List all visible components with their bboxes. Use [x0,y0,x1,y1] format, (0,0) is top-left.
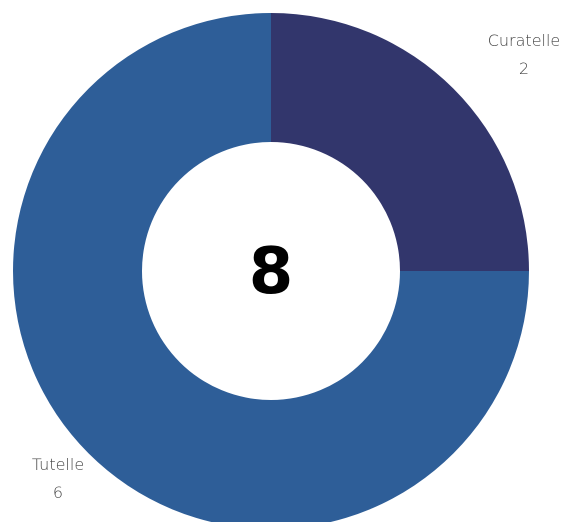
slice-curatelle [271,13,529,271]
slice-labels: Curatelle 2 Tutelle 6 [32,31,560,502]
donut-slices [13,13,529,522]
slice-name-tutelle: Tutelle [32,455,84,474]
center-total-label: 8 [249,235,294,309]
slice-value-curatelle: 2 [519,59,529,78]
slice-value-tutelle: 6 [53,483,63,502]
slice-tutelle [13,13,529,522]
slice-name-curatelle: Curatelle [488,31,561,50]
